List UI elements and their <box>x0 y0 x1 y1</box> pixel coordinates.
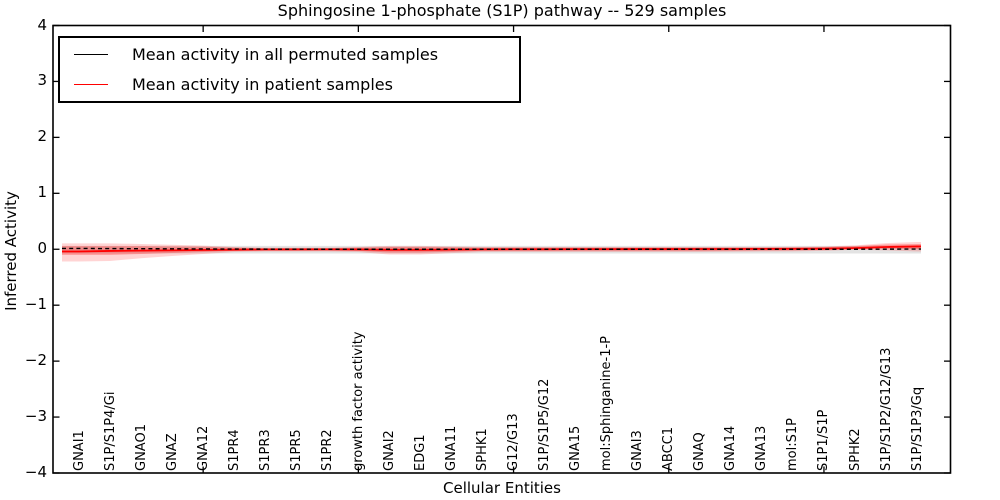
chart-title: Sphingosine 1-phosphate (S1P) pathway --… <box>277 1 727 20</box>
x-category-label: GNAO1 <box>133 424 149 471</box>
x-category-label: G12/G13 <box>506 413 522 471</box>
x-category-label: SPHK2 <box>847 428 863 471</box>
x-category-label: mol:Sphinganine-1-P <box>599 335 615 471</box>
x-category-label: S1PR3 <box>257 429 273 471</box>
patient-std-outer-band <box>62 241 921 262</box>
y-tick-label: −1 <box>24 295 47 314</box>
x-category-label: GNAI1 <box>71 430 87 471</box>
series-line-permuted <box>62 247 921 250</box>
x-axis-label: Cellular Entities <box>443 479 561 497</box>
x-category-label: S1P/S1P4/Gi <box>102 391 118 471</box>
y-tick-label: 3 <box>37 71 47 90</box>
x-category-label: GNAI3 <box>630 430 646 471</box>
x-category-label: S1PR5 <box>288 429 304 471</box>
x-category-label: S1P/S1P2/G12/G13 <box>878 347 894 471</box>
y-tick-label: 2 <box>37 127 47 146</box>
x-category-label: GNA13 <box>754 425 770 471</box>
legend-entry-patient: Mean activity in patient samples <box>60 72 519 98</box>
legend-entry-permuted: Mean activity in all permuted samples <box>60 42 519 68</box>
legend-label-permuted: Mean activity in all permuted samples <box>132 44 439 64</box>
x-category-label: GNA11 <box>443 425 459 471</box>
x-category-label: S1PR4 <box>226 429 242 471</box>
x-category-label: EDG1 <box>412 434 428 471</box>
x-category-label: GNA14 <box>723 425 739 471</box>
y-tick-label: 0 <box>37 239 47 258</box>
x-category-label: GNA15 <box>568 425 584 471</box>
x-category-label: S1PR2 <box>319 429 335 471</box>
x-category-label: S1P/S1P5/G12 <box>537 378 553 471</box>
x-category-label: S1P/S1P3/Gq <box>909 386 925 471</box>
x-category-label: growth factor activity <box>350 331 366 471</box>
y-tick-label: 1 <box>37 183 47 202</box>
legend-line-permuted <box>74 54 108 55</box>
y-tick-label: −4 <box>24 463 47 481</box>
x-category-label: ABCC1 <box>661 426 677 471</box>
x-category-label: GNAQ <box>692 432 708 471</box>
x-category-label: mol:S1P <box>785 418 801 471</box>
x-category-label: S1P1/S1P <box>816 409 832 471</box>
y-tick-label: −3 <box>24 407 47 426</box>
x-category-label: GNAI2 <box>381 430 397 471</box>
x-category-label: GNA12 <box>195 425 211 471</box>
legend-line-patient <box>74 84 108 85</box>
y-tick-label: −2 <box>24 351 47 370</box>
y-tick-label: 4 <box>37 15 47 34</box>
x-category-label: SPHK1 <box>475 428 491 471</box>
legend: Mean activity in all permuted samples Me… <box>58 36 521 103</box>
legend-label-patient: Mean activity in patient samples <box>132 74 393 94</box>
x-category-label: GNAZ <box>164 433 180 471</box>
